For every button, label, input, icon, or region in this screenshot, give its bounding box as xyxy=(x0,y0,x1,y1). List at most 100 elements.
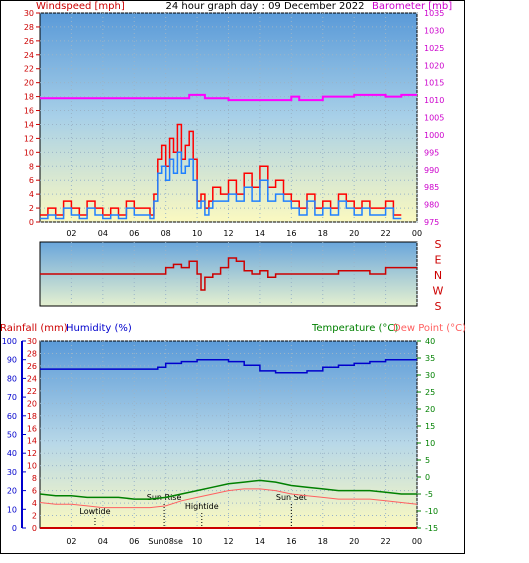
windspeed-tick-label: 22 xyxy=(24,65,34,74)
annotation-label: Sun Set xyxy=(276,493,307,502)
rainfall-tick-label: 20 xyxy=(27,399,37,408)
temperature-humidity-chart: Rainfall (mm) Humidity (%) Temperature (… xyxy=(0,323,466,546)
barometer-tick-label: 980 xyxy=(424,201,439,210)
direction-tick-label: S xyxy=(435,238,442,251)
windspeed-tick-label: 10 xyxy=(24,148,34,157)
top-x-tick-label: 12 xyxy=(223,229,233,238)
rainfall-tick-label: 24 xyxy=(27,374,37,383)
rainfall-tick-label: 12 xyxy=(27,449,37,458)
temperature-axis-label: Temperature (°C) xyxy=(311,323,398,334)
barometer-tick-label: 1035 xyxy=(424,9,444,18)
barometer-tick-label: 975 xyxy=(424,218,439,227)
humidity-tick-label: 0 xyxy=(12,524,17,533)
temperature-tick-label: -5 xyxy=(425,490,433,499)
rainfall-tick-label: 16 xyxy=(27,424,37,433)
top-x-tick-label: 04 xyxy=(98,229,108,238)
barometer-tick-label: 1025 xyxy=(424,44,444,53)
top-x-tick-labels: 02 04 06 08 10 12 14 16 18 20 22 00 xyxy=(66,229,422,238)
humidity-tick-label: 80 xyxy=(7,374,17,383)
top-series xyxy=(40,93,417,220)
rainfall-tick-label: 2 xyxy=(32,512,37,521)
top-x-tick-label: 20 xyxy=(349,229,359,238)
humidity-tick-label: 40 xyxy=(7,449,17,458)
humidity-tick-labels: 0 10 20 30 40 50 60 70 80 90 100 xyxy=(2,337,26,533)
direction-tick-label: W xyxy=(433,285,444,298)
temperature-tick-label: 30 xyxy=(425,371,435,380)
top-x-tick-label: 14 xyxy=(255,229,265,238)
direction-tick-label: S xyxy=(435,300,442,313)
rainfall-tick-label: 0 xyxy=(32,524,37,533)
barometer-axis-label: Barometer [mb] xyxy=(372,1,452,12)
barometer-tick-label: 995 xyxy=(424,148,439,157)
top-x-tick-label: 22 xyxy=(380,229,390,238)
rainfall-tick-label: 18 xyxy=(27,412,37,421)
windspeed-tick-label: 2 xyxy=(29,204,34,213)
annotation-label: Hightide xyxy=(185,502,219,511)
bottom-x-tick-labels: 02 04 06 Sun08se 10 12 14 16 18 20 22 00 xyxy=(66,537,422,546)
barometer-tick-label: 1030 xyxy=(424,26,444,35)
top-x-tick-label: 00 xyxy=(412,229,422,238)
windspeed-tick-label: 30 xyxy=(24,9,34,18)
rainfall-tick-label: 14 xyxy=(27,437,37,446)
top-x-tick-label: 18 xyxy=(318,229,328,238)
top-x-tick-label: 08 xyxy=(161,229,171,238)
windspeed-tick-label: 26 xyxy=(24,37,34,46)
bottom-series-line-0 xyxy=(40,358,417,374)
temperature-tick-label: 40 xyxy=(425,337,435,346)
top-x-tick-label: 10 xyxy=(192,229,202,238)
barometer-tick-label: 1015 xyxy=(424,79,444,88)
temperature-tick-label: 10 xyxy=(425,439,435,448)
bottom-x-tick-label: 18 xyxy=(318,537,328,546)
barometer-tick-label: 1005 xyxy=(424,114,444,123)
top-series-line-1 xyxy=(40,151,402,220)
windspeed-tick-label: 20 xyxy=(24,79,34,88)
temperature-tick-label: -10 xyxy=(425,507,438,516)
rainfall-tick-label: 28 xyxy=(27,349,37,358)
bottom-series-line-1 xyxy=(39,479,417,500)
bottom-x-tick-label: 22 xyxy=(380,537,390,546)
bottom-x-tick-label: 10 xyxy=(192,537,202,546)
top-x-tick-label: 16 xyxy=(286,229,296,238)
humidity-tick-label: 10 xyxy=(7,505,17,514)
temperature-tick-label: -15 xyxy=(425,524,438,533)
windspeed-tick-label: 6 xyxy=(29,176,34,185)
temperature-tick-labels: -15 -10 -5 0 5 10 15 20 25 30 35 40 xyxy=(417,337,438,533)
dewpoint-axis-label: Dew Point (°C) xyxy=(393,323,466,334)
windspeed-tick-label: 18 xyxy=(24,93,34,102)
rainfall-tick-label: 8 xyxy=(32,474,37,483)
rainfall-tick-label: 4 xyxy=(32,499,37,508)
annotation-label: Lowtide xyxy=(79,507,110,516)
rainfall-tick-label: 30 xyxy=(27,337,37,346)
rainfall-tick-label: 26 xyxy=(27,362,37,371)
temperature-tick-label: 5 xyxy=(425,456,430,465)
bottom-grid xyxy=(40,340,418,529)
windspeed-tick-label: 0 xyxy=(29,218,34,227)
mid-series xyxy=(40,257,417,291)
windspeed-tick-label: 8 xyxy=(29,162,34,171)
windspeed-axis-label: Windspeed [mph] xyxy=(36,1,125,12)
rainfall-tick-label: 22 xyxy=(27,387,37,396)
top-series-line-2 xyxy=(40,93,417,102)
windspeed-tick-label: 4 xyxy=(29,190,34,199)
humidity-tick-label: 90 xyxy=(7,356,17,365)
humidity-tick-label: 20 xyxy=(7,487,17,496)
direction-tick-label: N xyxy=(434,269,442,282)
barometer-tick-label: 1010 xyxy=(424,96,444,105)
humidity-tick-label: 70 xyxy=(7,393,17,402)
windspeed-tick-label: 24 xyxy=(24,51,34,60)
bottom-x-tick-label: 20 xyxy=(349,537,359,546)
windspeed-tick-label: 14 xyxy=(24,120,34,129)
barometer-tick-label: 990 xyxy=(424,166,439,175)
bottom-series-line-2 xyxy=(39,488,418,509)
wind-barometer-chart: 24 hour graph day : 09 December 2022 Win… xyxy=(24,1,452,238)
temperature-tick-label: 35 xyxy=(425,354,435,363)
bottom-x-tick-label: 06 xyxy=(129,537,139,546)
humidity-tick-label: 50 xyxy=(7,431,17,440)
bottom-x-tick-label: 00 xyxy=(412,537,422,546)
bottom-series xyxy=(39,358,418,529)
humidity-tick-label: 30 xyxy=(7,468,17,477)
barometer-tick-label: 985 xyxy=(424,183,439,192)
